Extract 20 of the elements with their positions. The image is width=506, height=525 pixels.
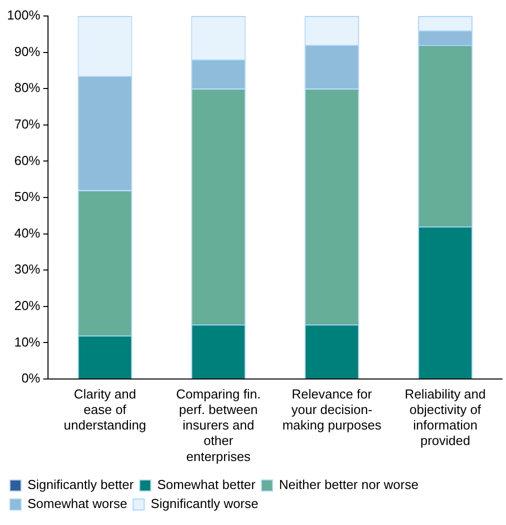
y-tick-label: 30% xyxy=(14,262,41,277)
y-tick-label: 50% xyxy=(14,189,41,204)
x-tick-label: Comparing fin. perf. between insurers and other enterprises xyxy=(176,386,261,464)
legend-label: Somewhat better xyxy=(157,477,256,492)
legend-label: Neither better nor worse xyxy=(278,477,418,492)
y-tick-label: 70% xyxy=(14,116,41,132)
legend-label: Significantly worse xyxy=(150,496,258,512)
y-tick-label: 20% xyxy=(14,298,41,313)
y-tick-label: 60% xyxy=(14,152,41,168)
legend-label: Significantly better xyxy=(28,477,134,492)
y-tick-label: 90% xyxy=(14,44,41,59)
y-tick-label: 10% xyxy=(14,334,41,350)
y-tick-label: 100% xyxy=(7,8,41,23)
x-tick-label: Clarity and ease of understanding xyxy=(64,386,146,433)
y-tick-label: 0% xyxy=(21,370,41,386)
legend-label: Somewhat worse xyxy=(28,496,128,512)
y-tick-label: 80% xyxy=(14,80,41,96)
x-tick-label: Reliability and objectivity of information provided xyxy=(404,386,486,448)
x-tick-label: Relevance for your decision-making purposes xyxy=(282,386,382,433)
y-tick-label: 40% xyxy=(14,225,41,240)
